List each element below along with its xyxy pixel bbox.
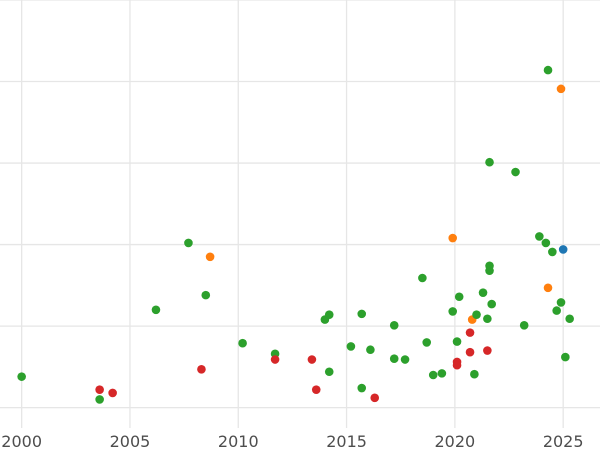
data-point-12 bbox=[307, 355, 317, 364]
data-point-3 bbox=[108, 388, 117, 398]
data-point-23 bbox=[389, 354, 399, 364]
data-point-46 bbox=[487, 299, 496, 309]
x-tick-label: 2010 bbox=[218, 432, 259, 450]
x-tick-labels: 2000 2005 2010 2015 2020 2025 bbox=[1, 432, 583, 450]
data-point-33 bbox=[452, 360, 462, 370]
data-point-57 bbox=[558, 245, 568, 254]
x-tick-label: 2015 bbox=[326, 432, 367, 450]
data-point-35 bbox=[465, 328, 475, 337]
data-point-38 bbox=[470, 369, 479, 379]
data-point-4 bbox=[151, 305, 161, 315]
data-point-59 bbox=[565, 314, 574, 324]
data-point-26 bbox=[422, 338, 432, 347]
data-point-31 bbox=[452, 337, 462, 346]
data-point-48 bbox=[519, 320, 529, 330]
data-point-43 bbox=[485, 157, 494, 167]
data-point-15 bbox=[324, 310, 334, 319]
data-point-24 bbox=[400, 355, 410, 364]
data-point-41 bbox=[483, 314, 492, 324]
data-point-40 bbox=[478, 288, 488, 297]
y-gridlines bbox=[0, 0, 600, 409]
x-tick-label: 2025 bbox=[543, 432, 584, 450]
x-tick-label: 2005 bbox=[110, 432, 151, 450]
data-point-53 bbox=[548, 247, 557, 257]
data-point-6 bbox=[197, 365, 206, 374]
data-point-50 bbox=[541, 238, 551, 248]
data-point-56 bbox=[556, 298, 566, 307]
data-point-36 bbox=[465, 347, 475, 357]
data-point-7 bbox=[201, 290, 211, 300]
x-tick-label: 2000 bbox=[1, 432, 42, 450]
data-point-1 bbox=[95, 385, 104, 394]
data-point-11 bbox=[270, 355, 280, 364]
data-point-21 bbox=[370, 393, 380, 403]
data-point-39 bbox=[472, 310, 481, 319]
data-point-25 bbox=[418, 273, 427, 283]
data-point-9 bbox=[238, 338, 247, 348]
data-point-45 bbox=[485, 266, 494, 275]
data-point-30 bbox=[448, 307, 458, 316]
data-point-19 bbox=[357, 383, 367, 393]
data-point-27 bbox=[428, 370, 438, 380]
data-point-8 bbox=[205, 252, 215, 262]
data-point-54 bbox=[552, 306, 561, 315]
data-points bbox=[17, 65, 574, 404]
x-gridlines bbox=[21, 0, 564, 428]
data-point-16 bbox=[324, 367, 334, 377]
data-point-17 bbox=[346, 342, 356, 351]
x-tick-label: 2020 bbox=[435, 432, 476, 450]
data-point-58 bbox=[561, 352, 570, 362]
data-point-20 bbox=[366, 345, 375, 355]
data-point-52 bbox=[543, 283, 553, 293]
data-point-28 bbox=[437, 369, 447, 378]
data-point-22 bbox=[389, 320, 399, 330]
data-point-34 bbox=[454, 292, 464, 302]
data-point-0 bbox=[17, 372, 26, 381]
data-point-2 bbox=[95, 395, 104, 404]
data-point-5 bbox=[184, 238, 193, 248]
data-point-13 bbox=[311, 385, 321, 394]
data-point-55 bbox=[556, 84, 566, 94]
data-point-49 bbox=[535, 232, 544, 241]
data-point-42 bbox=[483, 346, 492, 355]
data-point-51 bbox=[543, 65, 553, 75]
data-point-47 bbox=[511, 167, 520, 177]
data-point-18 bbox=[357, 309, 367, 319]
data-point-29 bbox=[448, 233, 458, 243]
